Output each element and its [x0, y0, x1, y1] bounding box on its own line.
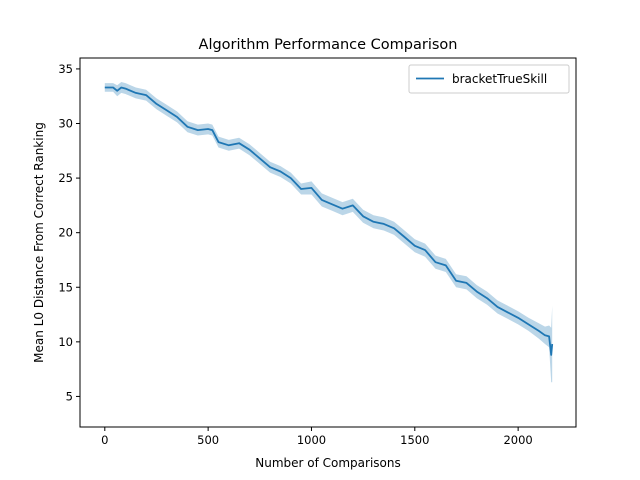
legend: bracketTrueSkill — [408, 64, 570, 94]
x-tick-label: 1000 — [297, 433, 326, 447]
x-tick-label: 0 — [101, 433, 108, 447]
y-axis-ticks: 5 10 15 20 25 30 35 — [58, 62, 80, 403]
x-axis-ticks: 0 500 1000 1500 2000 — [101, 427, 533, 447]
y-tick-label: 15 — [58, 280, 73, 294]
y-tick-label: 30 — [58, 117, 73, 131]
legend-label: bracketTrueSkill — [452, 72, 547, 86]
chart-title: Algorithm Performance Comparison — [199, 37, 458, 53]
y-tick-label: 35 — [58, 62, 73, 76]
x-axis-label: Number of Comparisons — [255, 456, 401, 470]
y-tick-label: 25 — [58, 171, 73, 185]
y-axis-label: Mean L0 Distance From Correct Ranking — [32, 122, 46, 363]
legend-box — [408, 64, 570, 94]
series-line-bracketTrueSkill — [104, 86, 554, 356]
x-tick-label: 500 — [197, 433, 219, 447]
axes-frame — [79, 57, 577, 428]
y-tick-label: 10 — [58, 335, 73, 349]
y-tick-label: 20 — [58, 226, 73, 240]
x-tick-label: 1500 — [400, 433, 429, 447]
y-tick-label: 5 — [66, 389, 73, 403]
plot-area — [104, 82, 554, 383]
x-tick-label: 2000 — [503, 433, 532, 447]
